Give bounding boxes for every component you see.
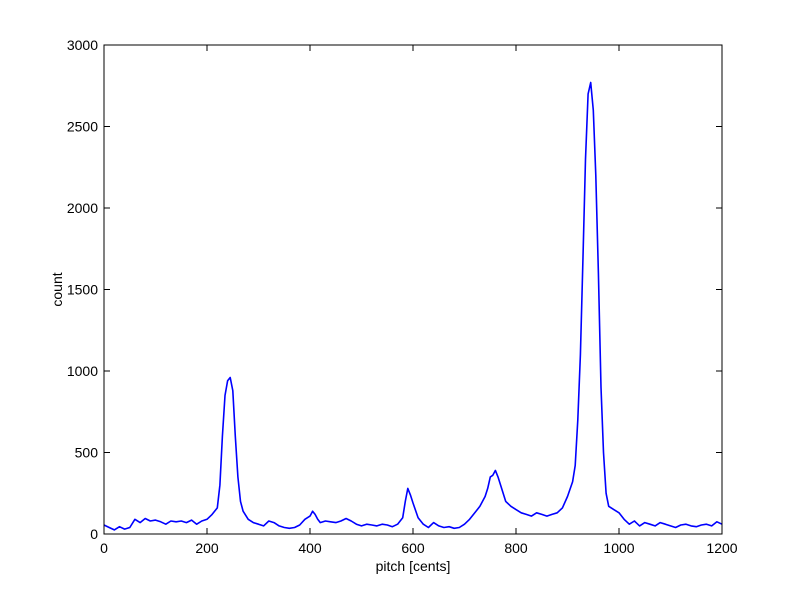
- y-axis-ticks: 0 500 1000 1500 2000 2500 3000: [67, 37, 722, 542]
- x-tick-label: 0: [100, 540, 108, 556]
- y-tick-label: 1500: [67, 282, 98, 298]
- x-tick-label: 400: [298, 540, 322, 556]
- x-tick-label: 1000: [603, 540, 634, 556]
- y-tick-label: 2000: [67, 200, 98, 216]
- y-tick-label: 0: [90, 526, 98, 542]
- series-line: [103, 81, 723, 531]
- y-tick-label: 500: [75, 445, 99, 461]
- x-axis-label: pitch [cents]: [376, 558, 451, 574]
- x-tick-label: 200: [195, 540, 219, 556]
- x-axis-ticks: 0 200 400 600 800 1000 1200: [100, 45, 738, 556]
- y-tick-label: 2500: [67, 119, 98, 135]
- y-tick-label: 3000: [67, 37, 98, 53]
- x-tick-label: 1200: [706, 540, 737, 556]
- series-layer: [103, 81, 723, 531]
- y-tick-label: 1000: [67, 363, 98, 379]
- x-tick-label: 600: [401, 540, 425, 556]
- x-tick-label: 800: [504, 540, 528, 556]
- y-axis-label: count: [49, 272, 65, 306]
